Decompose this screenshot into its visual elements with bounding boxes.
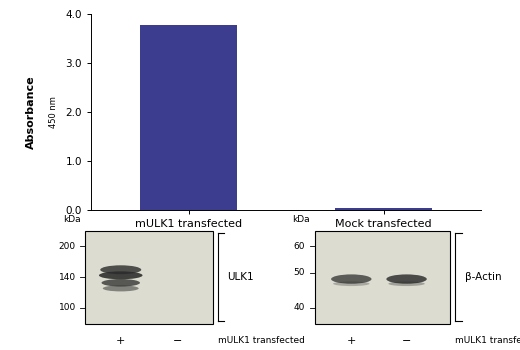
Text: 60: 60 [293, 242, 305, 251]
Text: kDa: kDa [63, 215, 80, 224]
Text: −: − [173, 336, 182, 346]
Ellipse shape [99, 271, 142, 279]
Text: mULK1 transfected: mULK1 transfected [454, 336, 520, 345]
Text: −: − [402, 336, 411, 346]
Ellipse shape [388, 281, 425, 286]
Ellipse shape [103, 285, 139, 292]
Bar [85, 231, 213, 324]
Text: 140: 140 [59, 273, 76, 282]
Bar [140, 25, 237, 210]
Text: mULK1 transfected: mULK1 transfected [217, 336, 304, 345]
Text: 40: 40 [294, 303, 305, 313]
Ellipse shape [101, 279, 140, 287]
Text: kDa: kDa [292, 215, 310, 224]
Bar [335, 208, 432, 210]
Text: 450 nm: 450 nm [49, 96, 58, 128]
Ellipse shape [333, 281, 370, 286]
Bar [315, 231, 450, 324]
Text: +: + [116, 336, 125, 346]
Text: ULK1: ULK1 [227, 272, 253, 282]
Ellipse shape [331, 274, 371, 284]
Text: 50: 50 [293, 268, 305, 277]
Text: 200: 200 [59, 242, 76, 251]
Text: Absorbance: Absorbance [25, 75, 35, 149]
Ellipse shape [100, 265, 141, 274]
Text: β-Actin: β-Actin [465, 272, 501, 282]
Text: 100: 100 [58, 303, 76, 313]
Ellipse shape [386, 274, 427, 284]
Text: +: + [347, 336, 356, 346]
